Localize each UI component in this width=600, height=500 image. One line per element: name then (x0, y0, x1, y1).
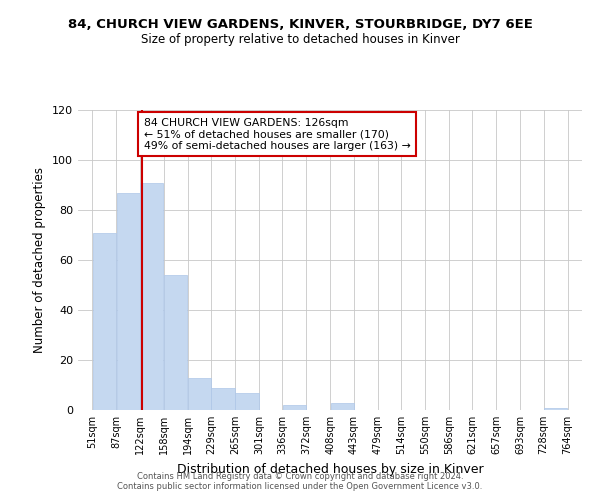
Y-axis label: Number of detached properties: Number of detached properties (34, 167, 46, 353)
Text: 84 CHURCH VIEW GARDENS: 126sqm
← 51% of detached houses are smaller (170)
49% of: 84 CHURCH VIEW GARDENS: 126sqm ← 51% of … (144, 118, 410, 150)
Bar (164, 275, 187, 410)
Bar (140, 182, 163, 410)
Bar (283, 405, 306, 410)
Text: 84, CHURCH VIEW GARDENS, KINVER, STOURBRIDGE, DY7 6EE: 84, CHURCH VIEW GARDENS, KINVER, STOURBR… (68, 18, 532, 30)
Bar (211, 388, 235, 410)
Bar (92, 232, 116, 410)
Bar (188, 378, 211, 410)
Bar (544, 408, 568, 410)
Text: Size of property relative to detached houses in Kinver: Size of property relative to detached ho… (140, 32, 460, 46)
Bar (235, 392, 259, 410)
Bar (331, 402, 354, 410)
Text: Contains HM Land Registry data © Crown copyright and database right 2024.: Contains HM Land Registry data © Crown c… (137, 472, 463, 481)
Text: Contains public sector information licensed under the Open Government Licence v3: Contains public sector information licen… (118, 482, 482, 491)
Bar (116, 192, 140, 410)
X-axis label: Distribution of detached houses by size in Kinver: Distribution of detached houses by size … (176, 462, 484, 475)
